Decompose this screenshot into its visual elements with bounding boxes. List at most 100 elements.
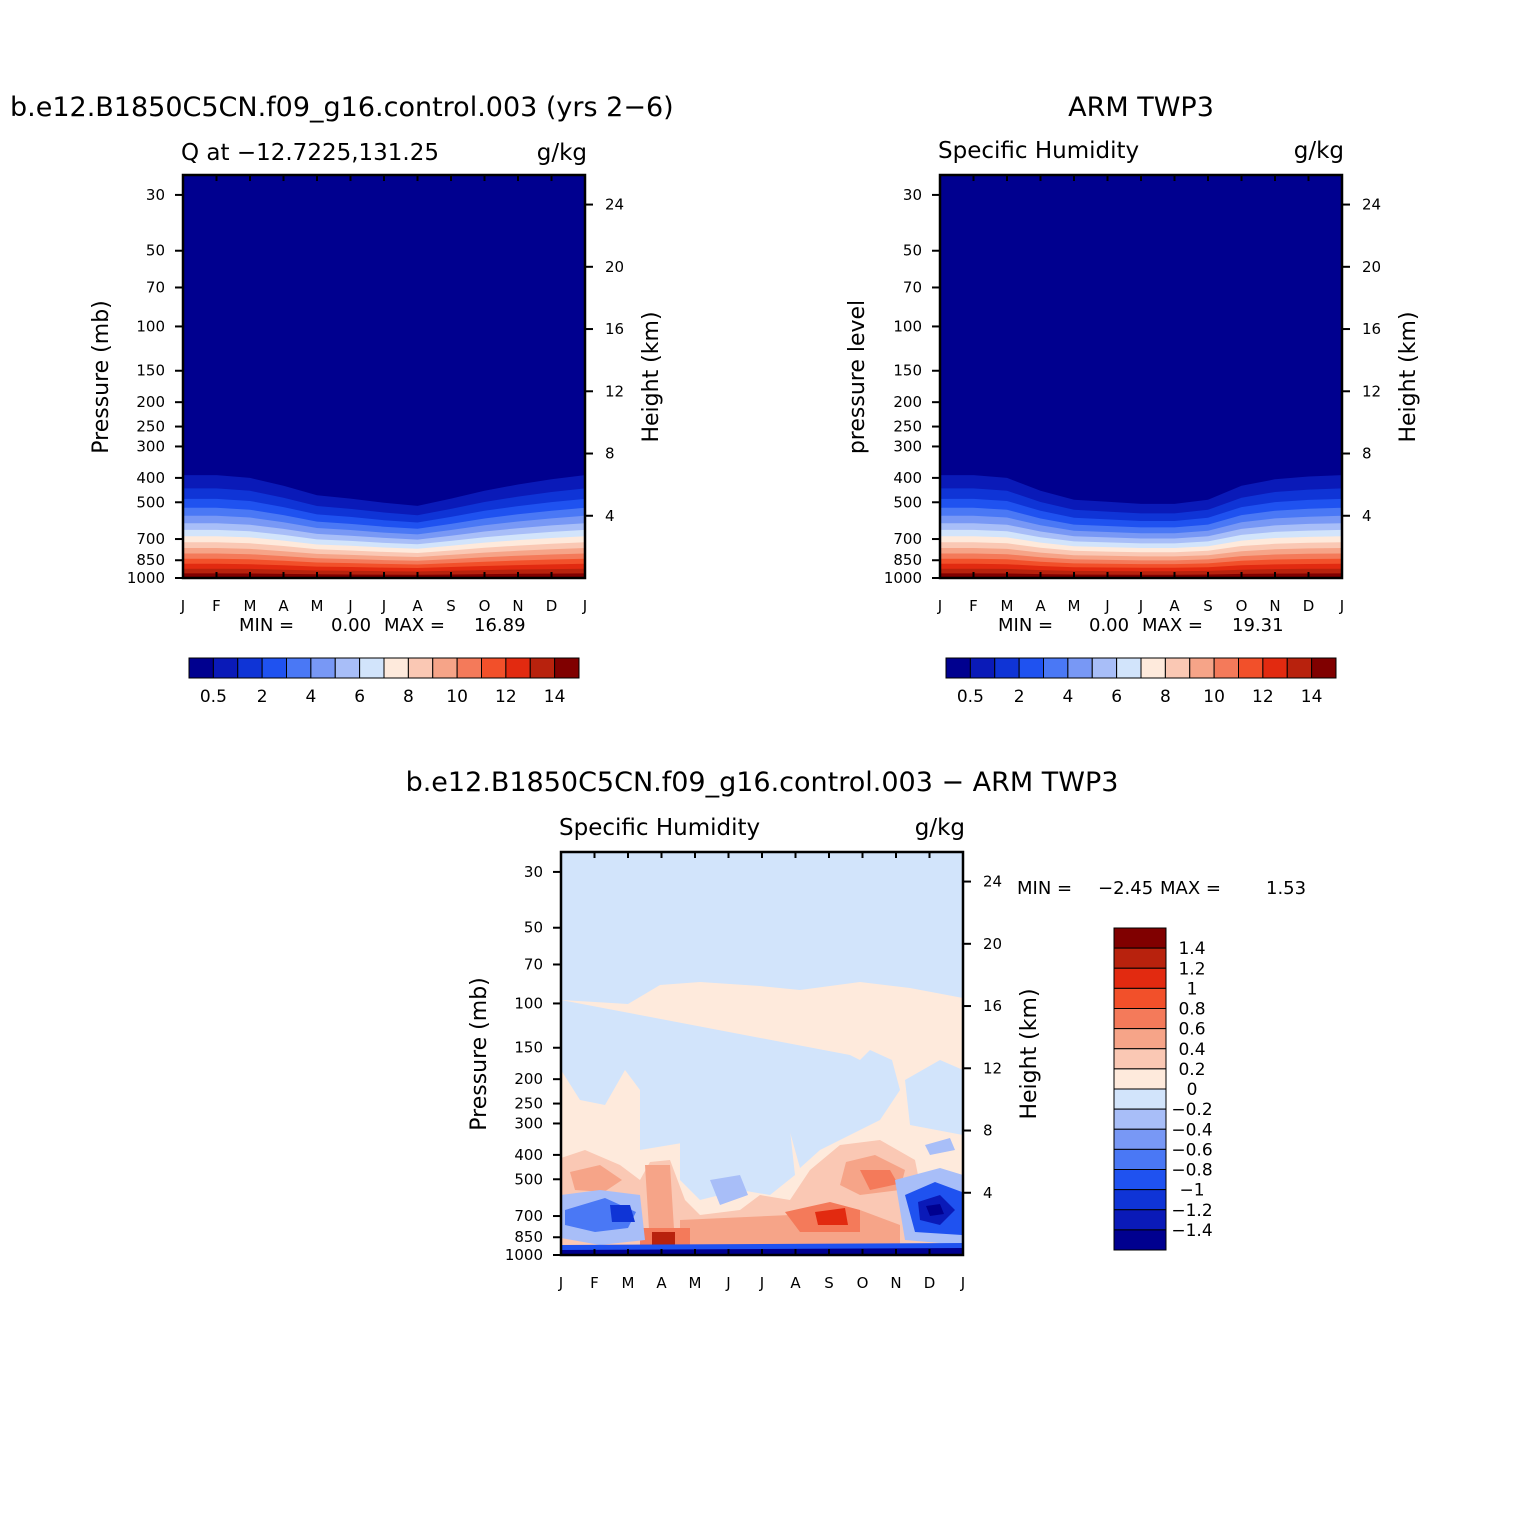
y-right-tick-label: 24 bbox=[1362, 196, 1381, 214]
y-tick-label: 400 bbox=[893, 469, 922, 487]
y-tick-label: 300 bbox=[893, 437, 922, 455]
colorbar-swatch bbox=[1113, 967, 1167, 989]
y-tick-label: 850 bbox=[136, 551, 165, 569]
panel-model-ylabel-right: Height (km) bbox=[639, 311, 664, 442]
x-tick-label: J bbox=[937, 597, 942, 615]
colorbar-label: 8 bbox=[403, 687, 414, 707]
panel-obs-subtitle-left: Specific Humidity bbox=[938, 138, 1139, 164]
colorbar-swatch bbox=[1113, 1068, 1167, 1090]
panel-diff: b.e12.B1850C5CN.f09_g16.control.003 − AR… bbox=[406, 767, 1307, 1292]
colorbar-swatch bbox=[1067, 657, 1093, 679]
colorbar-swatch bbox=[407, 657, 434, 679]
colorbar-label: 1.4 bbox=[1178, 939, 1205, 959]
diff-contour-positive-4 bbox=[860, 1170, 898, 1190]
x-tick-label: F bbox=[590, 1274, 599, 1292]
y-right-tick-label: 4 bbox=[605, 507, 615, 525]
diff-contour-negative-9 bbox=[925, 1138, 955, 1155]
diff-contour-negative-8 bbox=[710, 1175, 748, 1205]
y-tick-label: 200 bbox=[893, 393, 922, 411]
colorbar-swatch bbox=[1238, 657, 1264, 679]
colorbar-swatch bbox=[1189, 657, 1215, 679]
y-tick-label: 200 bbox=[514, 1070, 543, 1088]
colorbar-swatch bbox=[359, 657, 385, 679]
x-tick-label: S bbox=[1203, 597, 1213, 615]
panel-obs-field bbox=[940, 175, 1342, 578]
colorbar-label: 12 bbox=[1252, 687, 1274, 707]
colorbar-swatch bbox=[1164, 657, 1191, 679]
colorbar-swatch bbox=[1213, 657, 1239, 679]
panel-diff-min-label: MIN = bbox=[1017, 878, 1072, 899]
colorbar-swatch bbox=[1113, 1229, 1167, 1251]
y-tick-label: 500 bbox=[136, 493, 165, 511]
x-tick-label: J bbox=[1104, 597, 1109, 615]
colorbar-label: −0.4 bbox=[1171, 1120, 1212, 1140]
y-right-tick-label: 8 bbox=[983, 1122, 993, 1140]
colorbar-swatch bbox=[1113, 1128, 1167, 1150]
colorbar-label: 10 bbox=[1203, 687, 1225, 707]
x-tick-label: A bbox=[656, 1274, 667, 1292]
panel-model-subtitle-left: Q at −12.7225,131.25 bbox=[181, 140, 439, 166]
panel-obs-title: ARM TWP3 bbox=[1068, 92, 1214, 123]
colorbar-label: 6 bbox=[354, 687, 365, 707]
colorbar-swatch bbox=[1113, 1108, 1167, 1130]
panel-diff-ylabel-right: Height (km) bbox=[1017, 988, 1042, 1119]
y-right-tick-label: 12 bbox=[605, 382, 624, 400]
colorbar-label: 4 bbox=[305, 687, 316, 707]
panel-obs-ylabel-right: Height (km) bbox=[1396, 311, 1421, 442]
y-right-tick-label: 20 bbox=[1362, 258, 1381, 276]
y-right-tick-label: 16 bbox=[1362, 320, 1381, 338]
colorbar-swatch bbox=[1116, 657, 1142, 679]
x-tick-label: J bbox=[960, 1274, 965, 1292]
x-tick-label: M bbox=[311, 597, 324, 615]
x-tick-label: F bbox=[969, 597, 978, 615]
y-right-tick-label: 24 bbox=[605, 196, 624, 214]
panel-diff-title: b.e12.B1850C5CN.f09_g16.control.003 − AR… bbox=[406, 767, 1119, 798]
y-tick-label: 250 bbox=[136, 418, 165, 436]
y-tick-label: 300 bbox=[136, 437, 165, 455]
colorbar-swatch bbox=[1113, 987, 1167, 1009]
colorbar-label: −0.8 bbox=[1171, 1161, 1212, 1181]
y-tick-label: 250 bbox=[893, 418, 922, 436]
y-right-tick-label: 16 bbox=[983, 997, 1002, 1015]
colorbar-label: 0.5 bbox=[200, 687, 227, 707]
y-tick-label: 400 bbox=[136, 469, 165, 487]
y-tick-label: 30 bbox=[146, 186, 165, 204]
x-tick-label: J bbox=[558, 1274, 563, 1292]
panel-model-max-value: 16.89 bbox=[474, 615, 526, 636]
panel-model-ylabel: Pressure (mb) bbox=[89, 300, 114, 454]
panel-obs-subtitle-right: g/kg bbox=[1294, 138, 1344, 164]
diff-contour-negative-7 bbox=[926, 1204, 944, 1216]
y-tick-label: 1000 bbox=[505, 1246, 543, 1264]
x-tick-label: S bbox=[824, 1274, 834, 1292]
x-tick-label: J bbox=[381, 597, 386, 615]
y-tick-label: 30 bbox=[903, 186, 922, 204]
x-tick-label: N bbox=[890, 1274, 901, 1292]
panel-model-max-label: MAX = bbox=[384, 615, 445, 636]
colorbar-swatch bbox=[1113, 1148, 1167, 1170]
colorbar-swatch bbox=[1113, 1008, 1167, 1030]
colorbar-label: −0.2 bbox=[1171, 1100, 1212, 1120]
x-tick-label: J bbox=[1339, 597, 1344, 615]
colorbar-swatch bbox=[237, 657, 263, 679]
y-tick-label: 1000 bbox=[127, 569, 165, 587]
colorbar-swatch bbox=[286, 657, 312, 679]
y-right-tick-label: 4 bbox=[983, 1184, 993, 1202]
colorbar-label: 2 bbox=[257, 687, 268, 707]
panel-obs: ARM TWP3 Specific Humidity g/kg J F M A M J J A… bbox=[845, 92, 1421, 707]
y-tick-label: 50 bbox=[524, 919, 543, 937]
panel-obs-max-value: 19.31 bbox=[1232, 615, 1284, 636]
panel-diff-min-value: −2.45 bbox=[1098, 878, 1153, 899]
x-tick-label: M bbox=[1001, 597, 1014, 615]
diff-contour-positive-2 bbox=[570, 1165, 622, 1192]
colorbar-swatch bbox=[1113, 1088, 1167, 1110]
colorbar-label: 6 bbox=[1111, 687, 1122, 707]
panel-obs-min-label: MIN = bbox=[998, 615, 1053, 636]
colorbar-label: 1.2 bbox=[1178, 959, 1205, 979]
y-tick-label: 500 bbox=[514, 1170, 543, 1188]
x-tick-label: D bbox=[1303, 597, 1315, 615]
panel-diff-max-label: MAX = bbox=[1160, 878, 1221, 899]
y-tick-label: 70 bbox=[903, 278, 922, 296]
y-tick-label: 50 bbox=[146, 242, 165, 260]
panel-diff-ylabel: Pressure (mb) bbox=[467, 977, 492, 1131]
